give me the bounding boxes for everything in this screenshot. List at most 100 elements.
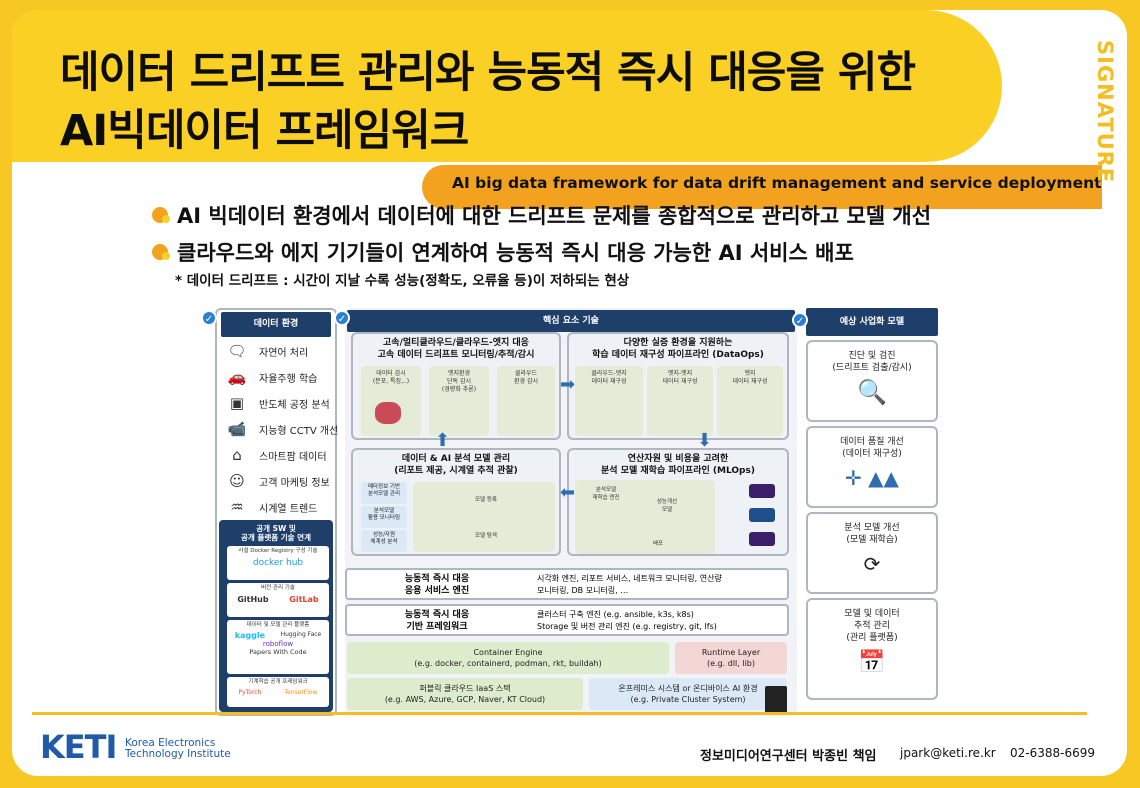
q3-usage: 분석모델 활용 모니터링 — [361, 506, 407, 528]
data-env-label: 자연어 처리 — [259, 347, 309, 359]
q3-register: 모델 등록 — [475, 497, 497, 503]
data-env-item: 🗨 자연어 처리 — [225, 342, 308, 360]
tensorflow-logo: TensorFlow — [284, 689, 318, 696]
q2-edge: 엣지 데이터 재구성 — [717, 366, 783, 436]
data-env-panel: 데이터 환경 🗨 자연어 처리 🚗 자율주행 학습 ▣ 반도체 공정 분석 📹 지능형 CCT… — [215, 308, 339, 716]
footnote: * 데이터 드리프트 : 시간이 지날 수록 성능(정확도, 오류율 등)이 저… — [175, 273, 630, 289]
gitlab-logo: GitLab — [289, 595, 319, 604]
container-engine-ex: (e.g. docker, containerd, podman, rkt, b… — [414, 659, 602, 668]
check-icon: ✓ — [334, 310, 350, 326]
runtime-layer-name: Runtime Layer — [701, 648, 761, 657]
page-title-line1: 데이터 드리프트 관리와 능동적 즉시 대응을 위한 — [60, 48, 916, 98]
effect-data-quality: 데이터 품질 개선 (데이터 재구성) ✛ ▲▲ — [806, 426, 938, 508]
q2-title: 다양한 실증 환경을 지원하는 학습 데이터 재구성 파이프라인 (DataOp… — [592, 338, 764, 360]
q1-data-monitor: 데이터 감시 (분포, 특징,..) — [361, 366, 421, 436]
effect-diagnosis: 진단 및 검진 (드리프트 검출/감시) 🔍 — [806, 340, 938, 422]
oss-data: 데이터 및 모델 관리 플랫폼 kaggle Hugging Face roboflo… — [227, 620, 329, 674]
effect-model-improve: 분석 모델 개선 (모델 재학습) ⟳ — [806, 512, 938, 594]
mlops-box: 연산자원 및 비용을 고려한 분석 모델 재학습 파이프라인 (MLOps) 분… — [567, 448, 789, 556]
core-tech-header: 핵심 요소 기술 — [347, 310, 795, 332]
signature-label: SIGNATURE — [1093, 40, 1117, 184]
page-subtitle: AI big data framework for data drift man… — [452, 174, 1102, 192]
effect-1-label: 진단 및 검진 (드리프트 검출/감시) — [832, 351, 912, 373]
data-env-label: 지능형 CCTV 개선 — [259, 425, 339, 437]
oss-title: 공개 SW 및 공개 플랫폼 기술 연계 — [241, 524, 311, 542]
q2-edge-edge: 엣지-엣지 데이터 재구성 — [647, 366, 713, 436]
effect-2-label: 데이터 품질 개선 (데이터 재구성) — [840, 437, 904, 459]
q1-title: 고속/멀티클라우드/클라우드-엣지 대응 고속 데이터 드리프트 모니터링/추적… — [377, 338, 535, 360]
data-env-label: 고객 마케팅 정보 — [259, 477, 330, 489]
pytorch-logo: PyTorch — [238, 689, 262, 696]
roboflow-logo: roboflow — [262, 640, 294, 648]
q2-cloud-edge: 클라우드-엣지 데이터 재구성 — [575, 366, 643, 436]
author: 정보미디어연구센터 박종빈 책임 — [700, 749, 877, 764]
self-driving-icon: 🚗 — [227, 368, 247, 386]
bullet-dot-icon — [152, 244, 170, 260]
keti-logo: KETI — [40, 728, 117, 766]
data-env-item: ☺ 고객 마케팅 정보 — [225, 472, 330, 490]
oss-s2: 버전 관리 기술 — [261, 585, 295, 591]
dockerhub-logo: docker hub — [252, 558, 304, 568]
title-band — [12, 10, 1002, 162]
q3-track: 모델 탐색 — [475, 533, 497, 539]
phone: 02-6388-6699 — [1010, 746, 1096, 760]
check-icon: ✓ — [792, 312, 808, 328]
database-icon — [375, 402, 401, 424]
arrow-right-icon: ➡ — [560, 374, 576, 395]
customer-icon: ☺ — [229, 472, 245, 490]
magnifier-icon: 🔍 — [857, 378, 887, 406]
effects-header: 예상 사업화 모델 — [806, 308, 938, 336]
data-env-header: 데이터 환경 — [221, 312, 331, 337]
data-env-label: 스마트팜 데이터 — [259, 451, 327, 463]
device-icon — [749, 532, 775, 546]
device-icon — [749, 508, 775, 522]
car-icon: 🗨 — [227, 342, 247, 360]
farm-icon: ⌂ — [232, 446, 242, 464]
platform-icon: 📅 — [858, 650, 886, 675]
q4-improved: 성능개선 모델 — [656, 499, 678, 513]
container-engine: Container Engine (e.g. docker, containerd… — [347, 642, 669, 674]
arrow-up-icon: ⬆ — [435, 430, 451, 451]
runtime-layer-ex: (e.g. dll, lib) — [706, 659, 755, 668]
bullet-1-text: AI 빅데이터 환경에서 데이터에 대한 드리프트 문제를 종합적으로 관리하고… — [177, 204, 932, 228]
data-env-label: 시계열 트렌드 — [259, 503, 318, 515]
core-tech-panel: 핵심 요소 기술 고속/멀티클라우드/클라우드-엣지 대응 고속 데이터 드리프… — [345, 308, 797, 716]
oss-box: 공개 SW 및 공개 플랫폼 기술 연계 사설 Docker Registry … — [219, 520, 333, 712]
check-icon: ✓ — [201, 310, 217, 326]
keti-name: Korea Electronics Technology Institute — [125, 737, 231, 760]
data-env-label: 반도체 공정 분석 — [259, 399, 330, 411]
kaggle-logo: kaggle — [234, 631, 266, 640]
q4-deploy: 배포 — [653, 541, 664, 547]
public-cloud-name: 퍼블릭 클라우드 IaaS 스택 — [419, 684, 511, 693]
device-icon — [749, 484, 775, 498]
q1-edge-monitor: 엣지환경 단독 감시 (경량화 추론) — [429, 366, 489, 436]
service-engine-row: 능동적 즉시 대응 응용 서비스 엔진 시각화 엔진, 리포트 서비스, 네트워… — [345, 568, 789, 600]
q4-title: 연산자원 및 비용을 고려한 분석 모델 재학습 파이프라인 (MLOps) — [601, 454, 755, 476]
runtime-layer: Runtime Layer (e.g. dll, lib) — [675, 642, 787, 674]
base-framework-row: 능동적 즉시 대응 기반 프레임워크 클러스터 구축 엔진 (e.g. ansi… — [345, 604, 789, 636]
subtitle-band — [422, 165, 1102, 209]
on-premise-name: 온프레미스 시스템 or 온디바이스 AI 환경 — [618, 684, 758, 693]
email: jpark@keti.re.kr — [900, 746, 996, 760]
oss-ml: 기계학습 공개 프레임워크 PyTorch TensorFlow — [227, 677, 329, 707]
bullet-1: AI 빅데이터 환경에서 데이터에 대한 드리프트 문제를 종합적으로 관리하고… — [152, 200, 931, 230]
data-env-item: ♒ 시계열 트렌드 — [225, 498, 317, 516]
q4-engine: 분석모델 재학습 엔진 — [592, 487, 620, 501]
data-env-item: 📹 지능형 CCTV 개선 — [225, 420, 339, 438]
retrain-icon: ⟳ — [863, 552, 881, 576]
footer-divider — [32, 712, 1087, 715]
data-env-item: 🚗 자율주행 학습 — [225, 368, 318, 386]
effect-tracking: 모델 및 데이터 추적 관리 (관리 플랫폼) 📅 — [806, 598, 938, 700]
drift-monitoring-box: 고속/멀티클라우드/클라우드-엣지 대응 고속 데이터 드리프트 모니터링/추적… — [351, 332, 561, 440]
q3-meta: 메타정보 기반 분석모델 관리 — [361, 482, 407, 504]
base-framework-desc: 클러스터 구축 엔진 (e.g. ansible, k3s, k8s) Stor… — [537, 610, 717, 631]
service-engine-desc: 시각화 엔진, 리포트 서비스, 네트워크 모니터링, 연산량 모니터링, DB… — [537, 574, 722, 595]
service-engine-name: 능동적 즉시 대응 응용 서비스 엔진 — [404, 574, 470, 596]
oss-s3: 데이터 및 모델 관리 플랫폼 — [246, 622, 310, 628]
chip-icon: ▣ — [229, 394, 245, 412]
effect-3-label: 분석 모델 개선 (모델 재학습) — [844, 523, 900, 545]
bullet-2: 클라우드와 에지 기기들이 연계하여 능동적 즉시 대응 가능한 AI 서비스 … — [152, 237, 854, 267]
huggingface-logo: Hugging Face — [280, 631, 322, 638]
